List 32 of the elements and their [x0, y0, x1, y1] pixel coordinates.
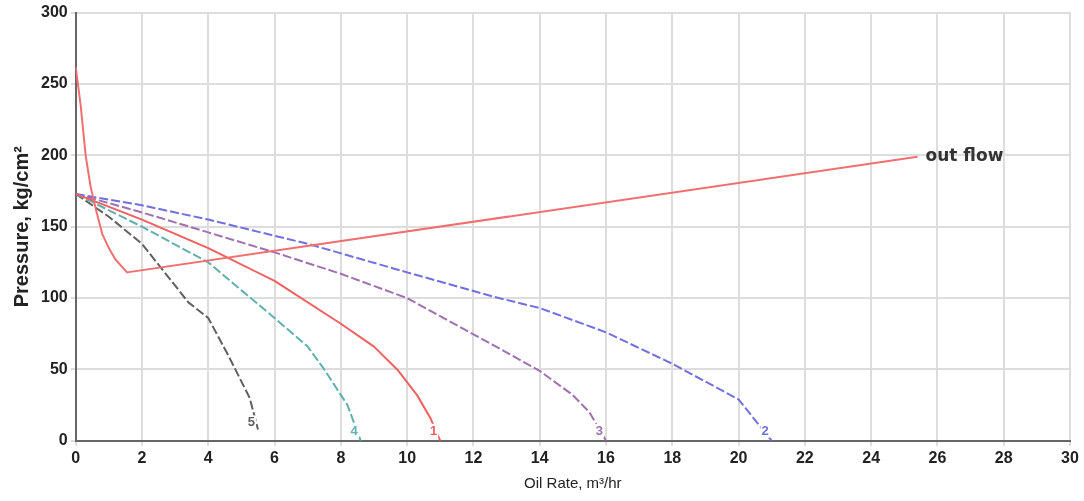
series-label: out flow [925, 145, 1004, 166]
y-tick-label: 100 [40, 288, 68, 306]
x-tick-label: 2 [137, 448, 147, 466]
y-tick-label: 250 [40, 74, 68, 92]
x-tick-label: 0 [71, 448, 81, 466]
y-tick-label: 300 [40, 3, 68, 21]
series-label: 5 [247, 414, 255, 430]
x-tick-label: 10 [398, 448, 417, 466]
x-tick-label: 28 [994, 448, 1013, 466]
y-axis-title: Pressure, kg/cm² [9, 145, 32, 308]
x-tick-label: 26 [928, 448, 947, 466]
x-axis-title: Oil Rate, m³/hr [524, 474, 622, 492]
y-tick-label: 150 [40, 217, 68, 235]
x-tick-label: 8 [336, 448, 346, 466]
y-tick-label: 50 [49, 359, 68, 377]
y-tick-label: 0 [58, 431, 68, 449]
x-tick-label: 22 [795, 448, 814, 466]
x-tick-label: 4 [203, 448, 213, 466]
x-tick-label: 24 [862, 448, 881, 466]
x-tick-label: 14 [530, 448, 549, 466]
series-label: 3 [595, 422, 603, 438]
series-label: 2 [761, 422, 769, 438]
x-tick-label: 12 [464, 448, 483, 466]
x-tick-label: 18 [663, 448, 682, 466]
x-tick-label: 30 [1061, 448, 1079, 466]
y-tick-label: 200 [40, 145, 68, 163]
x-tick-label: 20 [729, 448, 748, 466]
series-label: 4 [350, 422, 359, 438]
series-label: 1 [430, 422, 438, 438]
line-series [75, 192, 773, 441]
x-tick-label: 16 [597, 448, 615, 466]
x-tick-label: 6 [270, 448, 280, 466]
